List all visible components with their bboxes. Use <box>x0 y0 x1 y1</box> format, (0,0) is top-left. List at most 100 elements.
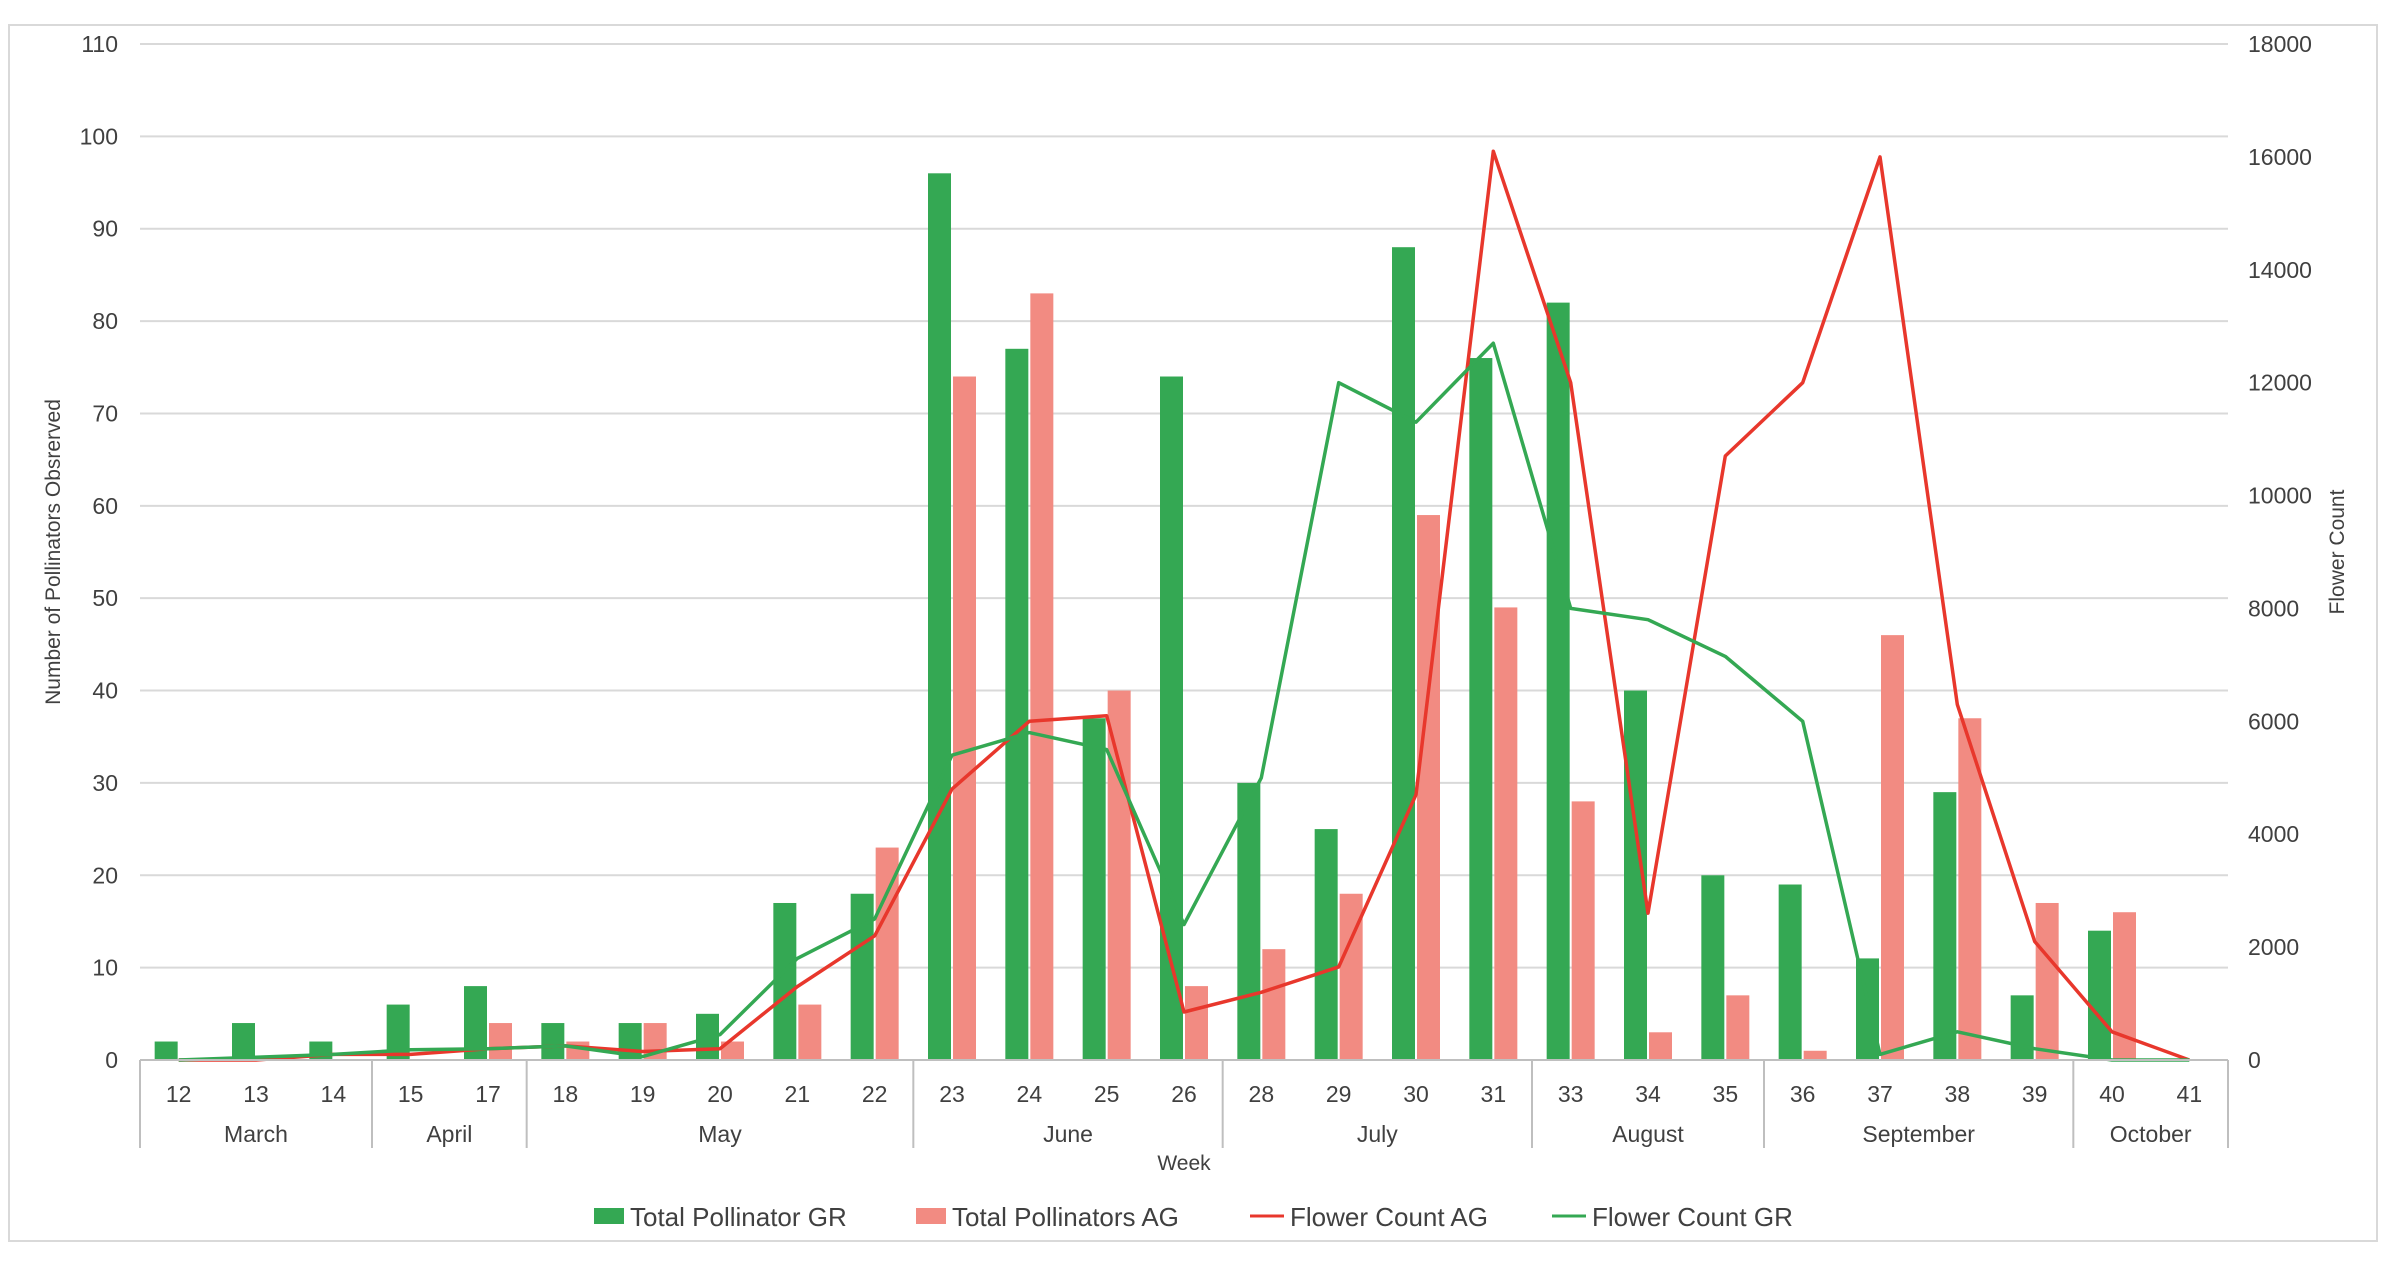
left-tick-label: 60 <box>92 493 118 519</box>
legend-label-flower-count-ag: Flower Count AG <box>1290 1202 1488 1232</box>
line-series <box>178 149 2190 1062</box>
left-tick-label: 0 <box>105 1047 118 1073</box>
left-tick-label: 110 <box>81 31 118 57</box>
bar <box>1237 782 1261 1060</box>
right-tick-label: 6000 <box>2248 708 2299 734</box>
series-line <box>178 341 2190 1062</box>
week-tick-label: 39 <box>2022 1081 2048 1107</box>
week-tick-label: 22 <box>862 1081 888 1107</box>
left-tick-label: 40 <box>92 678 118 704</box>
legend-label-total-pollinators-ag: Total Pollinators AG <box>952 1202 1179 1232</box>
week-tick-label: 12 <box>166 1081 192 1107</box>
bar <box>2113 912 2136 1060</box>
bar <box>798 1004 822 1060</box>
bar <box>1881 635 1904 1060</box>
bar <box>566 1041 590 1060</box>
week-tick-label: 19 <box>630 1081 656 1107</box>
bar <box>386 1004 410 1060</box>
bar <box>1803 1050 1827 1060</box>
right-tick-label: 12000 <box>2248 370 2312 396</box>
week-tick-label: 24 <box>1017 1081 1043 1107</box>
bar <box>773 902 797 1060</box>
legend-label-flower-count-gr: Flower Count GR <box>1592 1202 1793 1232</box>
left-tick-label: 10 <box>92 955 118 981</box>
bar <box>1392 247 1415 1060</box>
legend: Total Pollinator GR Total Pollinators AG… <box>594 1202 1793 1232</box>
right-tick-label: 8000 <box>2248 595 2299 621</box>
bar <box>2010 995 2034 1060</box>
bar <box>1417 515 1440 1060</box>
bar <box>1262 949 1286 1060</box>
bar <box>154 1041 178 1060</box>
week-tick-label: 31 <box>1481 1081 1507 1107</box>
week-tick-label: 25 <box>1094 1081 1120 1107</box>
right-tick-label: 4000 <box>2248 821 2299 847</box>
week-tick-label: 17 <box>475 1081 501 1107</box>
week-tick-label: 23 <box>939 1081 965 1107</box>
bar <box>1856 958 1879 1060</box>
left-tick-label: 100 <box>80 123 118 149</box>
left-tick-label: 30 <box>92 770 118 796</box>
bar <box>928 173 951 1061</box>
bar <box>1649 1032 1672 1060</box>
legend-swatch-total-pollinator-gr <box>594 1208 624 1224</box>
month-label: April <box>426 1121 472 1147</box>
week-tick-label: 35 <box>1713 1081 1739 1107</box>
bar <box>1005 348 1029 1060</box>
month-label: July <box>1357 1121 1398 1147</box>
bar <box>1160 376 1183 1060</box>
bar <box>1314 829 1338 1060</box>
x-axis: 12 13 14 15 17 18 19 20 21 22 23 24 25 26 28 29 30 31 33 34… <box>139 1059 2229 1148</box>
bar <box>1082 718 1106 1060</box>
week-tick-label: 28 <box>1249 1081 1275 1107</box>
left-tick-label: 90 <box>92 216 118 242</box>
right-tick-label: 14000 <box>2248 257 2312 283</box>
week-tick-label: 14 <box>321 1081 347 1107</box>
bar <box>1726 995 1750 1060</box>
month-label: March <box>224 1121 288 1147</box>
bar <box>1469 358 1493 1060</box>
left-tick-label: 70 <box>92 400 118 426</box>
bar <box>1958 718 1982 1060</box>
bar-series <box>154 173 2136 1061</box>
week-tick-label: 36 <box>1790 1081 1816 1107</box>
right-tick-label: 10000 <box>2248 483 2312 509</box>
bar <box>850 893 874 1060</box>
right-tick-label: 2000 <box>2248 934 2299 960</box>
right-tick-label: 0 <box>2248 1047 2261 1073</box>
bar <box>232 1023 255 1060</box>
left-tick-label: 50 <box>92 585 118 611</box>
bar <box>1339 893 1363 1060</box>
bar <box>721 1041 744 1060</box>
bar <box>1494 607 1518 1060</box>
left-tick-label: 80 <box>92 308 118 334</box>
week-tick-label: 37 <box>1867 1081 1893 1107</box>
week-tick-label: 41 <box>2177 1081 2203 1107</box>
bar <box>1185 986 1208 1060</box>
bar <box>2088 930 2111 1060</box>
bar <box>1571 801 1595 1060</box>
month-label: May <box>698 1121 742 1147</box>
bar <box>541 1023 565 1060</box>
bar <box>464 986 487 1060</box>
bar <box>2035 902 2059 1060</box>
bar <box>1030 293 1054 1060</box>
week-tick-label: 29 <box>1326 1081 1352 1107</box>
bar <box>489 1023 512 1060</box>
bar <box>953 376 976 1060</box>
week-tick-label: 30 <box>1403 1081 1429 1107</box>
week-tick-label: 26 <box>1171 1081 1197 1107</box>
right-axis-ticks: 0 2000 4000 6000 8000 10000 12000 14000 16000 180… <box>2248 31 2312 1073</box>
left-axis-title: Number of Pollinators Obsrerved <box>42 399 65 705</box>
left-axis-ticks: 0 10 20 30 40 50 60 70 80 90 100 110 <box>80 31 118 1073</box>
legend-label-total-pollinator-gr: Total Pollinator GR <box>630 1202 847 1232</box>
week-tick-label: 38 <box>1945 1081 1971 1107</box>
month-label: September <box>1862 1121 1975 1147</box>
gridlines <box>140 43 2228 969</box>
week-tick-label: 21 <box>785 1081 811 1107</box>
week-tick-label: 34 <box>1635 1081 1661 1107</box>
bar <box>1933 792 1957 1060</box>
legend-swatch-total-pollinators-ag <box>916 1208 946 1224</box>
bar <box>1701 875 1725 1060</box>
